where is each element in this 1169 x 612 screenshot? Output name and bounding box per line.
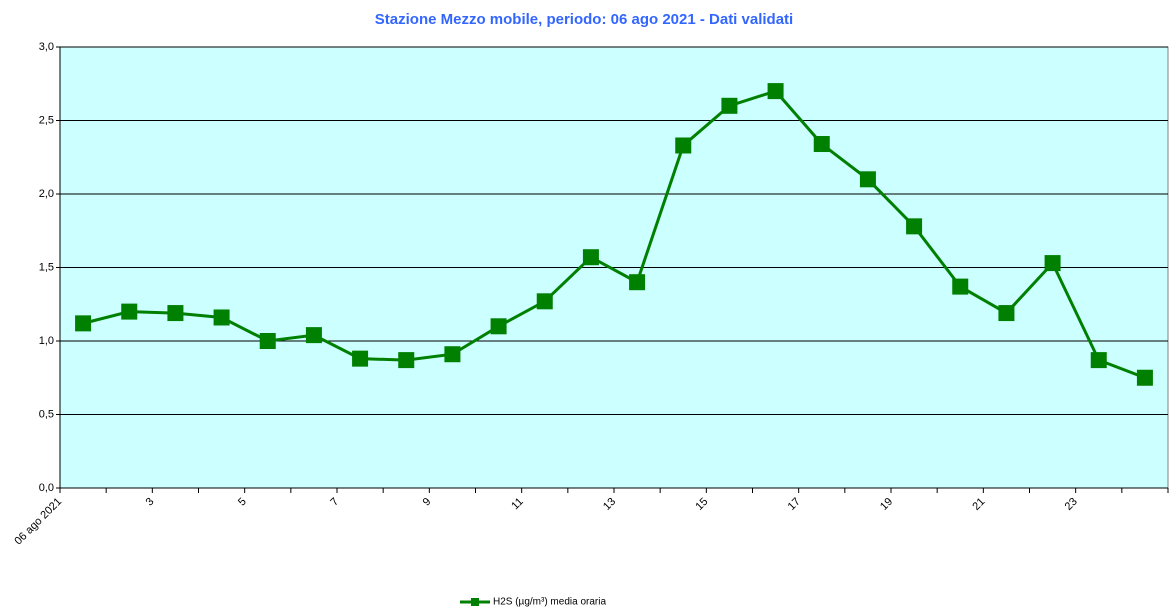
marker [259,333,276,349]
x-tick-label: 5 [236,496,249,509]
marker [721,97,738,114]
y-tick-label: 3,0 [39,41,54,53]
marker [121,303,138,320]
marker [1044,255,1061,272]
marker [998,305,1015,322]
y-tick-label: 2,5 [39,114,54,126]
x-tick-label: 3 [144,496,157,509]
marker [167,305,184,322]
x-tick-label: 21 [970,496,987,513]
marker [952,278,969,295]
marker [213,309,230,326]
x-tick-label: 11 [509,496,526,513]
marker [859,171,876,188]
marker [490,318,507,335]
marker [1136,369,1153,386]
x-tick-label: 13 [601,496,618,513]
marker [629,274,646,291]
marker [398,352,415,369]
y-tick-label: 2,0 [39,188,54,200]
chart-title: Stazione Mezzo mobile, periodo: 06 ago 2… [375,11,793,28]
marker [1090,352,1107,369]
y-tick-label: 0,0 [39,482,54,494]
x-tick-label: 15 [693,496,710,513]
x-tick-label: 9 [421,496,434,509]
y-tick-label: 1,0 [39,335,54,347]
legend-label: H2S (µg/m³) media oraria [493,597,606,608]
x-tick-label: 17 [786,496,803,513]
marker [305,327,322,344]
x-tick-label: 23 [1063,496,1080,513]
marker [352,350,369,367]
marker [675,137,692,154]
marker [75,315,92,332]
marker [906,218,923,235]
marker [767,83,784,100]
marker [813,136,830,153]
x-tick-label: 06 ago 2021 [12,496,64,548]
y-tick-label: 0,5 [39,408,54,420]
legend-marker [471,598,479,606]
y-tick-label: 1,5 [39,261,54,273]
x-tick-label: 19 [878,496,895,513]
x-tick-label: 7 [328,496,341,509]
marker [444,346,461,363]
marker [536,293,553,310]
marker [582,249,599,266]
